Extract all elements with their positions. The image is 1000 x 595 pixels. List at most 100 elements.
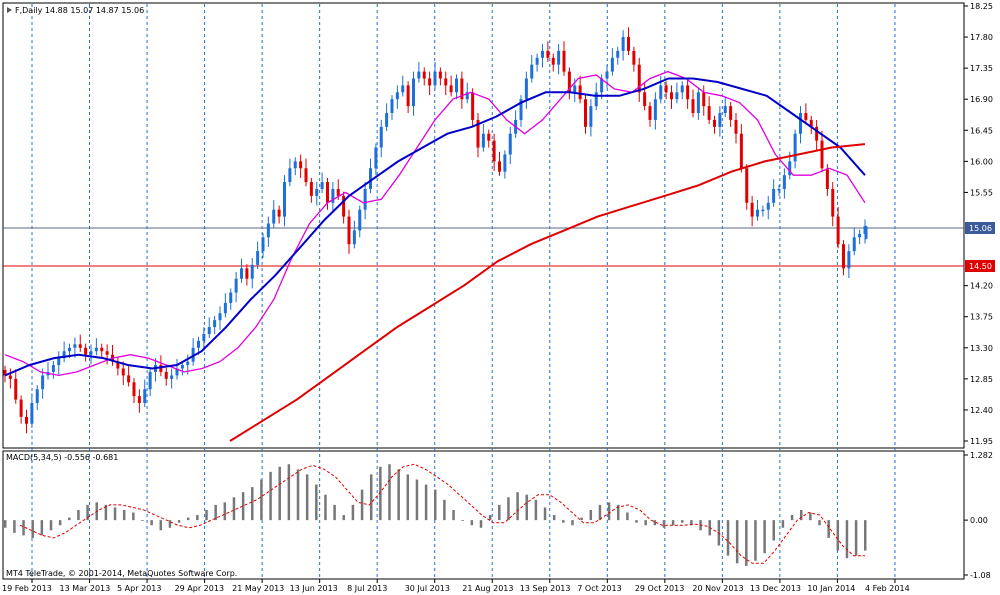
x-tick-label: 21 Aug 2013 xyxy=(462,584,513,593)
candle-body xyxy=(460,78,464,100)
macd-bar xyxy=(571,520,574,526)
candle-body xyxy=(551,57,555,65)
candle-body xyxy=(691,99,695,114)
macd-bar xyxy=(452,509,455,521)
macd-bar xyxy=(214,504,217,521)
macd-bar xyxy=(186,517,190,521)
x-tick-label: 29 Oct 2013 xyxy=(635,584,684,593)
candle-body xyxy=(557,50,561,65)
macd-bar xyxy=(287,464,291,521)
macd-bar xyxy=(168,520,172,528)
candle-body xyxy=(573,85,577,93)
candle-body xyxy=(78,344,82,348)
macd-signal xyxy=(19,463,865,564)
candle-body xyxy=(428,78,432,86)
macd-bar xyxy=(241,492,245,521)
candle-body xyxy=(567,71,571,93)
candle-body xyxy=(127,375,131,383)
candle-body xyxy=(546,50,550,58)
macd-bar xyxy=(534,499,538,521)
macd-bar xyxy=(507,497,510,521)
macd-bar xyxy=(498,504,501,521)
candle-body xyxy=(519,99,523,120)
macd-bar xyxy=(845,520,849,559)
candle-body xyxy=(637,64,641,93)
macd-bar xyxy=(49,520,53,531)
candle-body xyxy=(578,85,582,100)
macd-bar xyxy=(488,515,492,521)
candle-body xyxy=(326,182,329,203)
macd-bar xyxy=(196,515,199,521)
candle-body xyxy=(659,85,663,100)
macd-bar xyxy=(827,520,830,538)
candle-body xyxy=(605,71,609,79)
candle-body xyxy=(299,161,303,169)
candle-body xyxy=(363,188,367,210)
macd-bar xyxy=(616,504,620,521)
macd-bar xyxy=(132,512,135,521)
macd-signal-line xyxy=(19,463,865,564)
candle-body xyxy=(632,50,636,65)
macd-bar xyxy=(580,517,583,521)
date-axis: 19 Feb 2013 13 Mar 2013 5 Apr 2013 29 Apr 2… xyxy=(2,579,910,593)
candle-body xyxy=(766,202,770,210)
macd-y-tick-label: 0.00 xyxy=(970,516,988,525)
macd-bar xyxy=(745,520,748,566)
x-tick-label: 4 Feb 2014 xyxy=(865,584,910,593)
macd-bar xyxy=(809,512,812,521)
candle-body xyxy=(616,50,620,58)
x-tick-label: 13 Dec 2013 xyxy=(750,584,801,593)
x-tick-label: 30 Jul 2013 xyxy=(405,584,450,593)
symbol-label: F,Daily 14.88 15.07 14.87 15.06 xyxy=(15,6,144,15)
candle-body xyxy=(57,358,61,366)
candle-body xyxy=(412,78,415,107)
macd-bar xyxy=(360,489,364,521)
candle-body xyxy=(503,154,507,172)
macd-bar xyxy=(671,520,675,526)
candle-body xyxy=(132,382,136,397)
candle-body xyxy=(390,99,394,114)
candle-body xyxy=(643,92,647,107)
macd-bar xyxy=(122,509,126,521)
candle-body xyxy=(288,168,292,183)
candle-body xyxy=(455,78,458,93)
price-axis: 18.25 17.80 17.35 16.90 16.45 16.00 15.55 14.20… xyxy=(964,2,993,446)
macd-y-tick-label: -1.08 xyxy=(970,571,991,580)
candle-body xyxy=(30,403,34,424)
macd-bar xyxy=(607,502,611,521)
candle-body xyxy=(3,369,7,376)
y-tick-label: 15.55 xyxy=(970,188,993,197)
candle-body xyxy=(433,71,437,86)
macd-bar xyxy=(781,520,785,528)
candle-body xyxy=(761,209,765,212)
macd-bar xyxy=(644,520,647,526)
macd-bar xyxy=(269,471,272,521)
macd-bar xyxy=(86,504,89,521)
macd-bar xyxy=(113,507,117,521)
macd-bar xyxy=(223,502,227,521)
candle-body xyxy=(707,106,711,120)
candle-body xyxy=(444,78,448,86)
candle-body xyxy=(358,209,362,231)
macd-bar xyxy=(324,494,327,521)
x-tick-label: 10 Jan 2014 xyxy=(807,584,855,593)
candle-body xyxy=(369,168,372,189)
candle-body xyxy=(702,92,706,107)
candle-body xyxy=(449,85,453,93)
macd-bar xyxy=(4,520,7,528)
candle-body xyxy=(105,351,109,355)
macd-bar xyxy=(278,466,281,521)
macd-panel-frame xyxy=(2,450,965,580)
macd-bar xyxy=(589,509,593,521)
macd-bar xyxy=(177,520,181,523)
candle-body xyxy=(245,268,249,279)
candle-body xyxy=(148,371,152,390)
x-tick-label: 13 Jun 2013 xyxy=(290,584,338,593)
macd-bar xyxy=(305,474,309,521)
support-price-tag-label: 14.50 xyxy=(969,262,992,271)
candle-body xyxy=(94,347,98,352)
candle-body xyxy=(438,71,442,79)
candle-body xyxy=(594,92,598,107)
x-tick-label: 8 Jul 2013 xyxy=(347,584,387,593)
